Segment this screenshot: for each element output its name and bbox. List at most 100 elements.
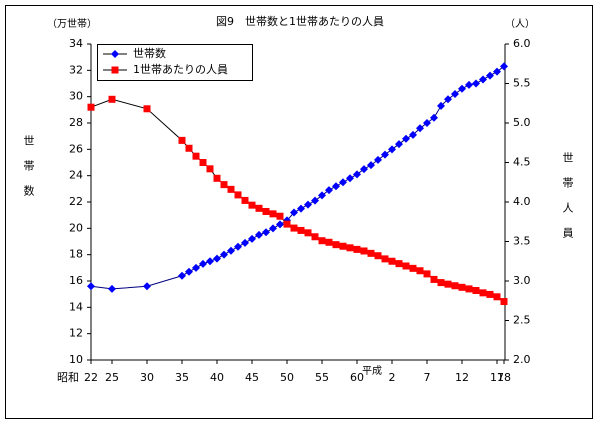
legend-label: 世帯数 bbox=[133, 47, 166, 60]
marker bbox=[206, 257, 214, 266]
marker bbox=[472, 79, 480, 88]
marker bbox=[206, 165, 214, 173]
marker bbox=[500, 62, 508, 71]
marker bbox=[262, 228, 270, 237]
y2-tick-label: 3.0 bbox=[513, 274, 531, 287]
y-tick-label: 28 bbox=[69, 116, 83, 129]
marker bbox=[332, 241, 340, 249]
marker bbox=[409, 264, 417, 272]
x-tick-label: 30 bbox=[140, 371, 154, 384]
y-unit: （万世帯） bbox=[47, 17, 97, 30]
y-axis-label: 世帯数 bbox=[22, 135, 35, 210]
marker bbox=[220, 181, 228, 189]
x-tick-label: 55 bbox=[315, 371, 329, 384]
marker bbox=[213, 254, 221, 263]
marker bbox=[479, 75, 487, 84]
marker bbox=[241, 196, 249, 204]
marker bbox=[353, 170, 361, 179]
marker bbox=[178, 136, 186, 144]
marker bbox=[353, 245, 361, 253]
chart-title: 図9 世帯数と1世帯あたりの人員 bbox=[216, 15, 384, 28]
marker bbox=[486, 71, 494, 80]
marker bbox=[248, 234, 256, 243]
legend-marker bbox=[111, 66, 119, 74]
marker bbox=[388, 257, 396, 265]
era-label: 昭和 bbox=[57, 371, 79, 384]
x-tick-label: 35 bbox=[175, 371, 189, 384]
marker bbox=[479, 289, 487, 297]
marker bbox=[87, 282, 95, 291]
marker bbox=[108, 95, 116, 103]
era-label: 平成 bbox=[362, 365, 382, 377]
y2-tick-label: 5.5 bbox=[513, 77, 531, 90]
marker bbox=[185, 267, 193, 276]
marker bbox=[325, 186, 333, 195]
marker bbox=[185, 144, 193, 152]
marker bbox=[248, 201, 256, 209]
x-tick-label: 18 bbox=[497, 371, 511, 384]
marker bbox=[108, 284, 116, 293]
marker bbox=[493, 293, 501, 301]
marker bbox=[304, 229, 312, 237]
marker bbox=[311, 233, 319, 241]
marker bbox=[465, 80, 473, 89]
marker bbox=[241, 238, 249, 247]
marker bbox=[416, 124, 424, 133]
marker bbox=[437, 279, 445, 287]
y2-tick-label: 2.5 bbox=[513, 314, 531, 327]
marker bbox=[360, 247, 368, 255]
x-tick-label: 17 bbox=[490, 371, 504, 384]
y-tick-label: 32 bbox=[69, 63, 83, 76]
marker bbox=[430, 275, 438, 283]
marker bbox=[199, 259, 207, 268]
marker bbox=[283, 220, 291, 228]
marker bbox=[423, 119, 431, 127]
x-tick-label: 50 bbox=[280, 371, 294, 384]
y-tick-label: 14 bbox=[69, 300, 83, 313]
y-tick-label: 20 bbox=[69, 221, 83, 234]
marker bbox=[220, 250, 228, 259]
marker bbox=[290, 224, 298, 232]
marker bbox=[297, 204, 305, 213]
marker bbox=[192, 263, 200, 272]
x-tick-label: 12 bbox=[455, 371, 469, 384]
marker bbox=[227, 246, 235, 255]
marker bbox=[444, 280, 452, 288]
marker bbox=[381, 255, 389, 263]
marker bbox=[360, 165, 368, 174]
marker bbox=[374, 155, 382, 164]
y-tick-label: 26 bbox=[69, 142, 83, 155]
legend-marker bbox=[111, 50, 119, 58]
marker bbox=[493, 67, 501, 76]
y2-tick-label: 5.0 bbox=[513, 116, 531, 129]
marker bbox=[472, 286, 480, 294]
marker bbox=[255, 230, 263, 239]
marker bbox=[262, 207, 270, 215]
marker bbox=[346, 244, 354, 252]
marker bbox=[395, 140, 403, 149]
x-tick-label: 7 bbox=[424, 371, 431, 384]
marker bbox=[143, 282, 151, 291]
marker bbox=[402, 262, 410, 270]
marker bbox=[311, 196, 319, 205]
marker bbox=[318, 191, 326, 200]
marker bbox=[227, 185, 235, 193]
marker bbox=[444, 95, 452, 104]
marker bbox=[325, 238, 333, 246]
marker bbox=[234, 242, 242, 251]
y2-tick-label: 4.5 bbox=[513, 156, 531, 169]
marker bbox=[339, 242, 347, 250]
marker bbox=[430, 113, 438, 122]
y-tick-label: 30 bbox=[69, 90, 83, 103]
marker bbox=[374, 252, 382, 260]
y-tick-label: 18 bbox=[69, 248, 83, 261]
y2-tick-label: 3.5 bbox=[513, 235, 531, 248]
marker bbox=[486, 290, 494, 298]
marker bbox=[332, 182, 340, 191]
y-tick-label: 22 bbox=[69, 195, 83, 208]
y2-tick-label: 2.0 bbox=[513, 353, 531, 366]
marker bbox=[255, 204, 263, 212]
marker bbox=[304, 200, 312, 209]
marker bbox=[346, 174, 354, 183]
x-tick-label: 25 bbox=[105, 371, 119, 384]
